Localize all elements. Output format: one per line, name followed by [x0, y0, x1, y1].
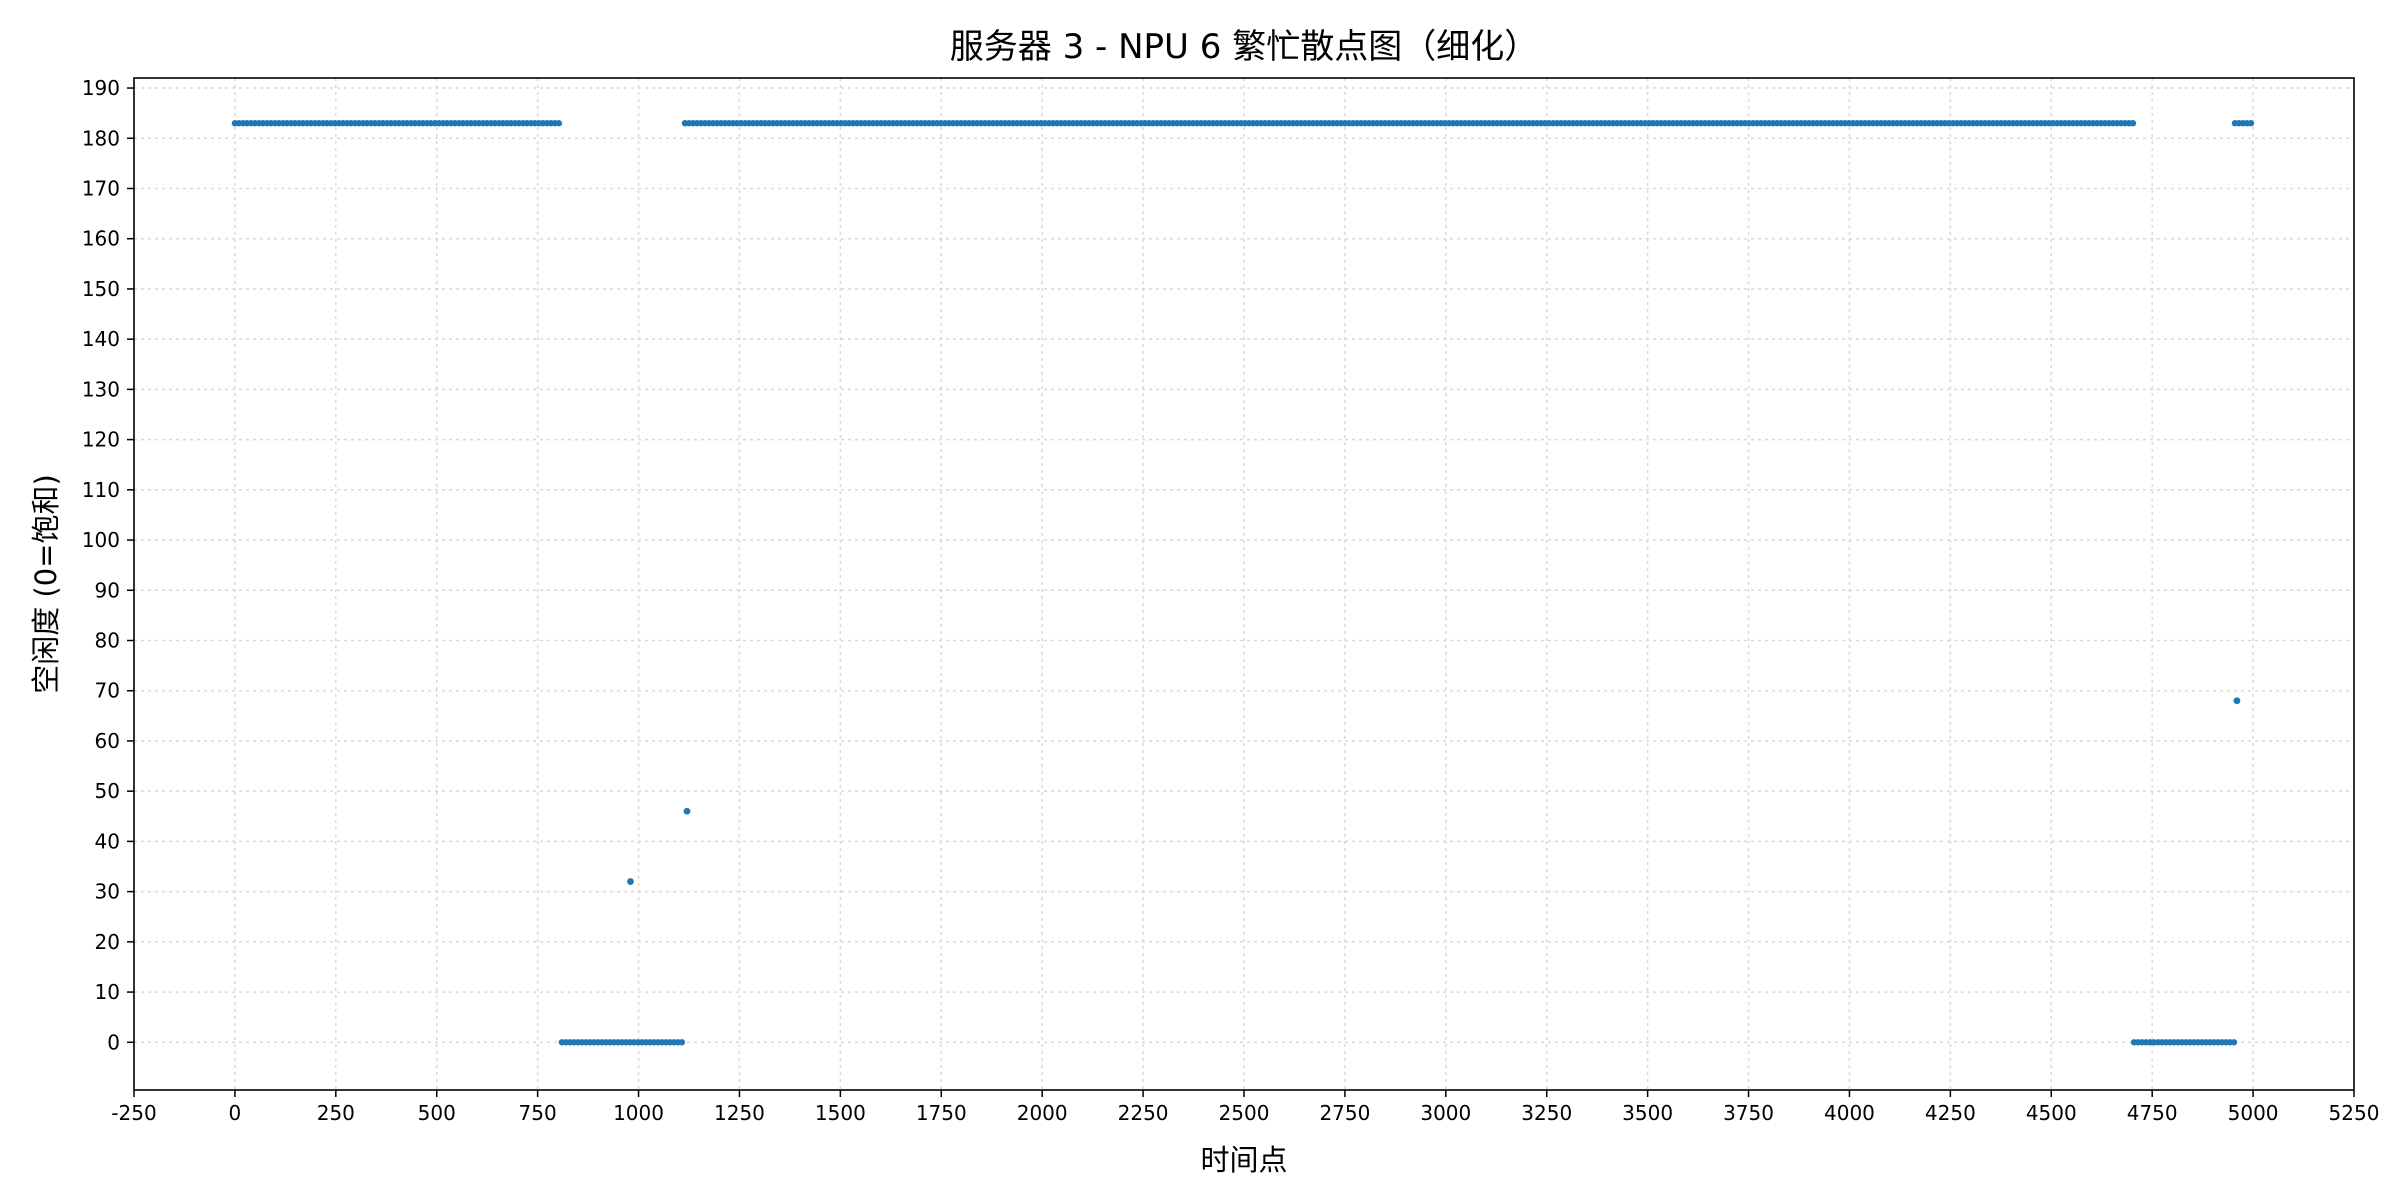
x-tick-label: 4000 — [1824, 1101, 1875, 1125]
x-tick-label: 2500 — [1219, 1101, 1270, 1125]
data-point — [2129, 120, 2137, 127]
x-tick-label: 2250 — [1118, 1101, 1169, 1125]
outlier-point — [627, 878, 634, 885]
x-tick-label: 3250 — [1521, 1101, 1572, 1125]
x-tick-label: 1250 — [714, 1101, 765, 1125]
x-tick-label: 0 — [229, 1101, 242, 1125]
point-run-0 — [231, 120, 563, 127]
point-run-2 — [681, 120, 2137, 127]
x-tick-label: 1750 — [916, 1101, 967, 1125]
y-tick-label: 90 — [95, 578, 120, 602]
x-tick-label: 750 — [519, 1101, 557, 1125]
y-tick-label: 40 — [95, 829, 120, 853]
x-tick-label: 4500 — [2026, 1101, 2077, 1125]
y-tick-label: 100 — [82, 528, 120, 552]
y-tick-label: 180 — [82, 126, 120, 150]
data-points — [231, 120, 2255, 1046]
x-tick-label: 5000 — [2228, 1101, 2279, 1125]
x-tick-label: 3500 — [1622, 1101, 1673, 1125]
y-tick-label: 160 — [82, 227, 120, 251]
y-tick-label: 80 — [95, 629, 120, 653]
x-tick-label: -250 — [111, 1101, 156, 1125]
x-tick-label: 5250 — [2329, 1101, 2380, 1125]
x-axis-label: 时间点 — [1200, 1143, 1287, 1177]
x-tick-label: 4750 — [2127, 1101, 2178, 1125]
y-tick-label: 50 — [95, 779, 120, 803]
y-tick-label: 20 — [95, 930, 120, 954]
y-tick-label: 0 — [107, 1030, 120, 1054]
y-tick-label: 60 — [95, 729, 120, 753]
outlier-point — [2233, 697, 2241, 705]
y-tick-label: 130 — [82, 377, 120, 401]
y-tick-label: 170 — [82, 176, 120, 200]
axis-ticks: -250 0 250 500 750 1000 1250 1500 1750 2000 2250 25… — [82, 76, 2380, 1125]
data-point — [555, 120, 563, 127]
y-tick-label: 150 — [82, 277, 120, 301]
y-axis-label: 空闲度 (0=饱和) — [29, 474, 63, 694]
x-tick-label: 2750 — [1319, 1101, 1370, 1125]
x-tick-label: 3000 — [1420, 1101, 1471, 1125]
outlier-point — [683, 807, 691, 815]
x-tick-label: 1500 — [815, 1101, 866, 1125]
data-point — [2230, 1039, 2238, 1046]
data-point — [678, 1039, 686, 1046]
y-tick-label: 190 — [82, 76, 120, 100]
y-tick-label: 140 — [82, 327, 120, 351]
chart-title: 服务器 3 - NPU 6 繁忙散点图（细化） — [950, 27, 1538, 67]
grid — [133, 78, 2355, 1090]
y-tick-label: 10 — [95, 980, 120, 1004]
y-tick-label: 120 — [82, 428, 120, 452]
x-tick-label: 3750 — [1723, 1101, 1774, 1125]
x-tick-label: 250 — [317, 1101, 355, 1125]
y-tick-label: 110 — [82, 478, 120, 502]
point-run-3 — [2130, 1039, 2238, 1046]
x-tick-label: 1000 — [613, 1101, 664, 1125]
point-run-1 — [558, 1039, 686, 1046]
y-tick-label: 30 — [95, 880, 120, 904]
x-tick-label: 4250 — [1925, 1101, 1976, 1125]
x-tick-label: 2000 — [1017, 1101, 1068, 1125]
point-run-4 — [2231, 120, 2255, 127]
data-point — [2247, 120, 2255, 127]
y-tick-label: 70 — [95, 679, 120, 703]
x-tick-label: 500 — [418, 1101, 456, 1125]
